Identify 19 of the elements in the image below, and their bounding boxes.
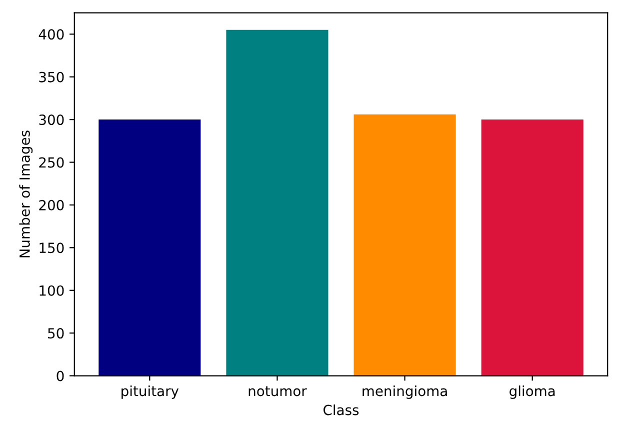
y-axis-title: Number of Images <box>19 130 33 258</box>
y-tick-label: 250 <box>39 157 64 168</box>
y-tick-label: 200 <box>39 200 64 210</box>
y-tick-label: 400 <box>38 29 64 40</box>
x-axis-title: Class <box>324 404 359 416</box>
bar <box>98 120 201 376</box>
bar <box>354 114 456 376</box>
x-tick-label: glioma <box>510 385 555 399</box>
bar <box>226 30 328 376</box>
x-tick-label: meningioma <box>362 385 447 399</box>
y-tick-label: 50 <box>48 328 64 339</box>
x-tick-label: pituitary <box>122 385 179 399</box>
y-tick-label: 150 <box>40 242 64 254</box>
y-tick-label: 100 <box>40 285 64 296</box>
bar <box>481 120 584 376</box>
y-tick-label: 0 <box>56 370 64 382</box>
y-tick-label: 350 <box>39 72 64 82</box>
x-tick-label: notumor <box>248 386 307 396</box>
y-tick-label: 300 <box>39 114 64 126</box>
